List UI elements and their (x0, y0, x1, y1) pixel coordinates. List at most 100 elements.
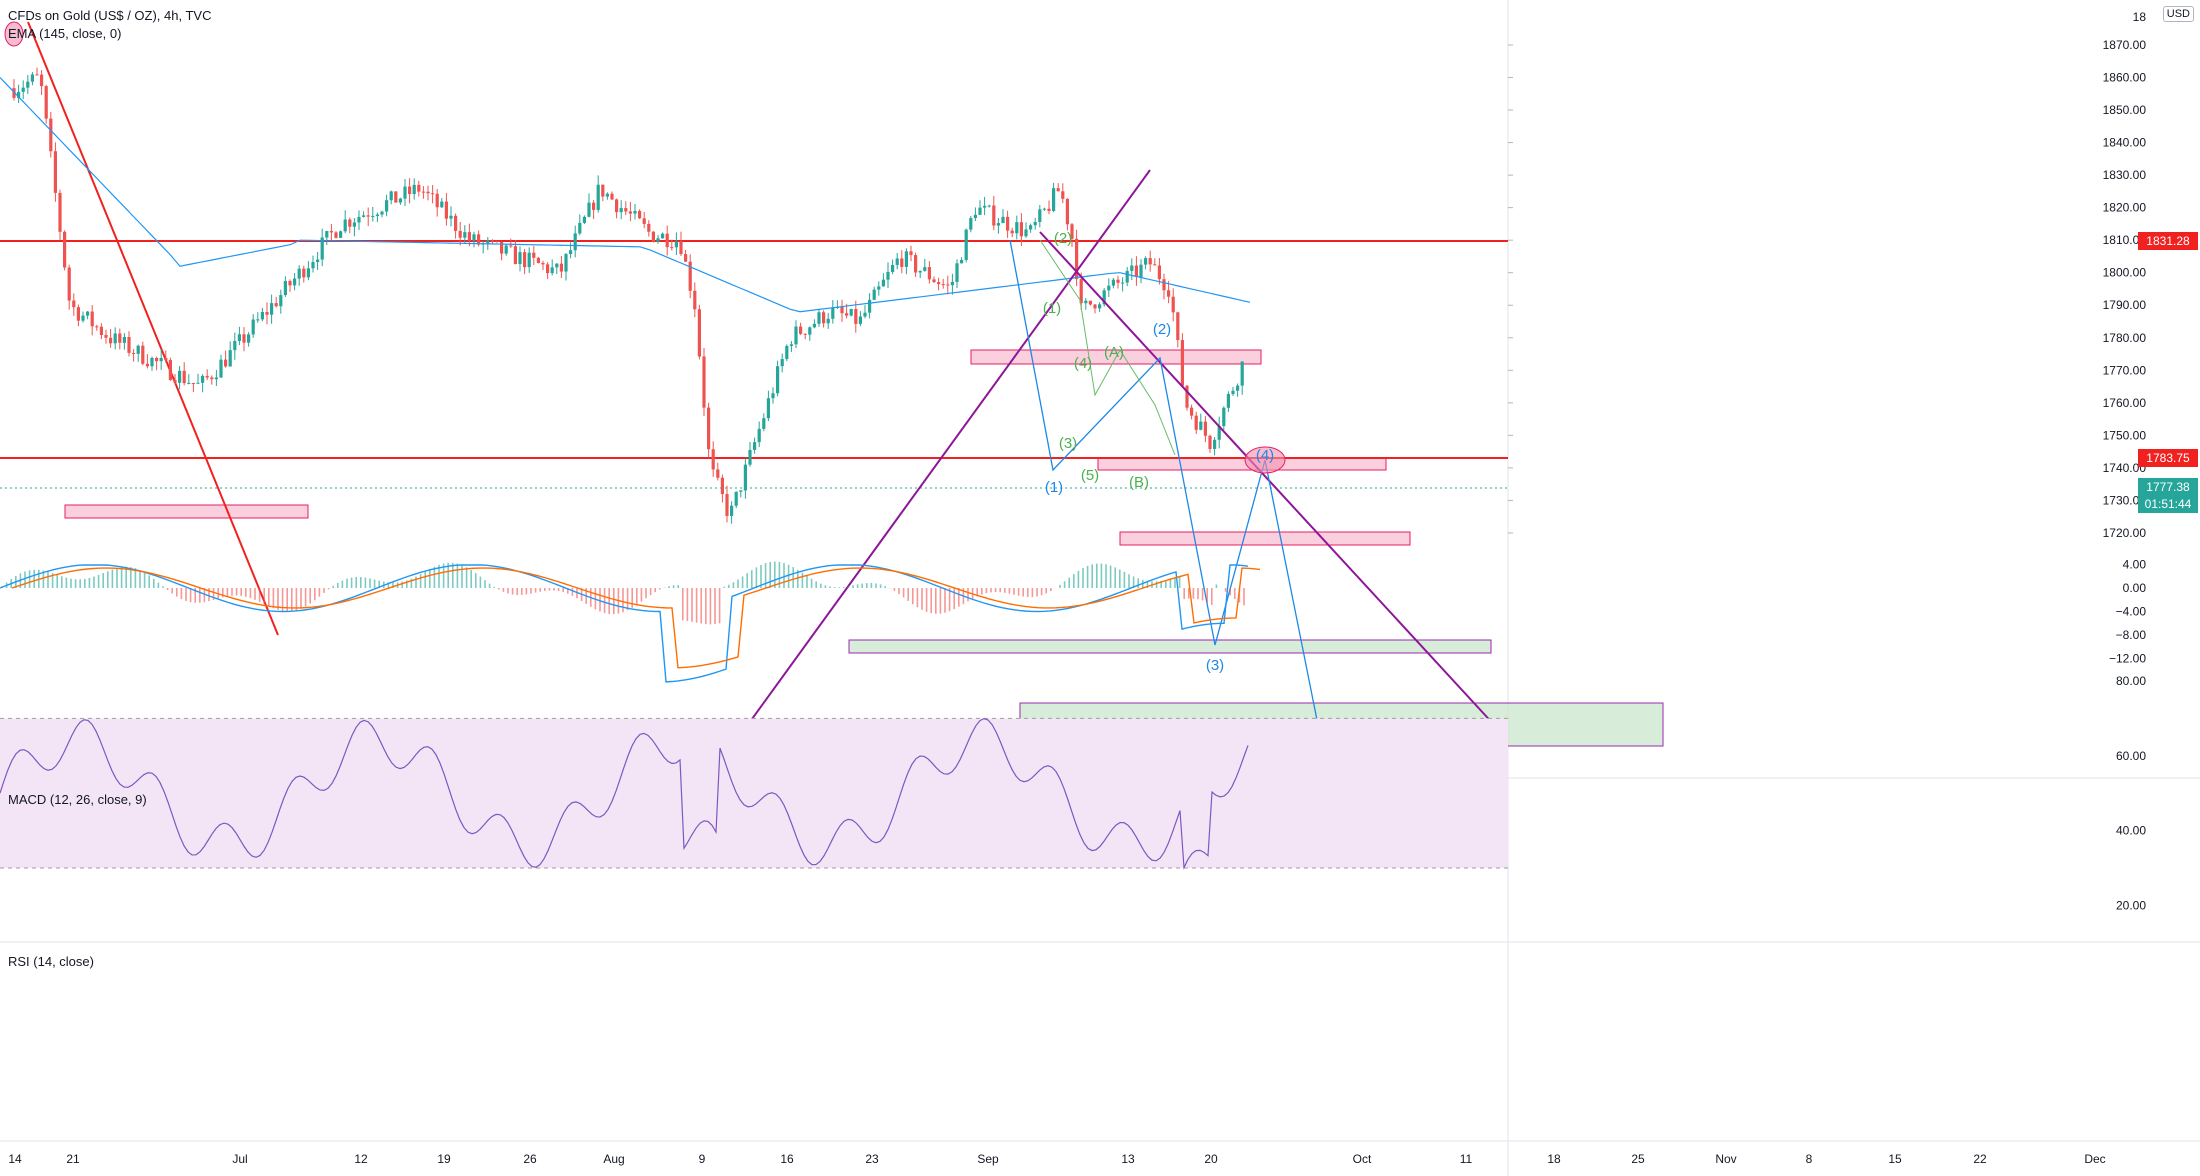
candle-body (992, 205, 996, 226)
candle-body (431, 193, 435, 195)
macd-tick-label: −8.00 (2116, 628, 2147, 642)
candle-body (63, 231, 67, 268)
candle-body (923, 267, 927, 271)
candle-body (288, 280, 292, 286)
wave-label-green: (3) (1059, 435, 1077, 452)
symbol-title[interactable]: CFDs on Gold (US$ / OZ), 4h, TVC (8, 8, 212, 23)
candle-body (1001, 216, 1005, 224)
candle-body (1203, 421, 1207, 436)
candle-body (909, 251, 913, 256)
candle-body (1061, 191, 1065, 199)
candle-body (339, 231, 343, 238)
candle-body (978, 207, 982, 215)
price-tick-label: 1870.00 (2103, 38, 2147, 52)
ema-legend[interactable]: EMA (145, close, 0) (8, 26, 122, 41)
candle-body (707, 407, 711, 450)
wave-label-green: (4) (1074, 355, 1092, 372)
candle-body (311, 262, 315, 269)
candle-body (720, 477, 724, 495)
candle-body (1153, 264, 1157, 266)
candle-body (201, 375, 205, 383)
candle-body (72, 300, 76, 308)
candle-body (375, 214, 379, 217)
candle-body (320, 237, 324, 260)
candle-body (279, 295, 283, 307)
candle-body (569, 250, 573, 255)
candle-body (329, 231, 333, 233)
candle-body (233, 340, 237, 351)
candle-body (716, 469, 720, 478)
candle-body (615, 199, 619, 213)
time-tick-label: 18 (1547, 1152, 1561, 1166)
candle-body (297, 268, 301, 279)
candle-body (343, 219, 347, 232)
candle-body (463, 232, 467, 238)
candle-body (454, 215, 458, 231)
candle-body (118, 333, 122, 343)
candle-body (941, 284, 945, 286)
candle-body (872, 289, 876, 300)
demand-zone (848, 639, 1492, 654)
candle-body (40, 74, 44, 87)
candle-body (12, 88, 16, 98)
rsi-line (0, 717, 1249, 870)
candle-body (647, 223, 651, 232)
candle-body (490, 240, 494, 242)
candle-body (1111, 279, 1115, 286)
candle-body (104, 334, 108, 338)
candle-body (380, 211, 384, 215)
candle-body (1033, 221, 1037, 226)
candle-body (771, 393, 775, 399)
candle-body (946, 284, 950, 286)
candle-body (881, 279, 885, 287)
candle-body (1024, 229, 1028, 237)
wave-4-highlight (1244, 446, 1286, 474)
time-tick-label: 11 (1460, 1152, 1473, 1166)
macd-tick-label: 0.00 (2123, 581, 2147, 595)
candle-body (1236, 385, 1240, 391)
candle-body (638, 210, 642, 219)
candle-body (136, 345, 140, 354)
candle-body (1139, 264, 1143, 277)
candle-body (1171, 296, 1175, 313)
candle-body (421, 191, 425, 193)
candle-body (1208, 435, 1212, 449)
candle-body (224, 359, 228, 367)
candle-body (316, 259, 320, 263)
candle-body (546, 264, 550, 274)
rsi-legend[interactable]: RSI (14, close) (8, 954, 94, 969)
wave-label-blue: (3) (1206, 657, 1224, 674)
candle-body (895, 258, 899, 265)
time-tick-label: 19 (437, 1152, 451, 1166)
wave-label-green: (2) (1054, 230, 1072, 247)
candle-body (628, 211, 632, 214)
wave-label-green: (1) (1043, 300, 1061, 317)
supply-zone (1097, 457, 1387, 471)
candle-body (532, 252, 536, 258)
sub-wave-path (1039, 239, 1176, 456)
candle-body (559, 263, 563, 272)
candle-body (973, 214, 977, 219)
ascending-trendline (714, 169, 1151, 771)
support-price-badge: 1783.75 (2138, 449, 2198, 467)
supply-zone (1119, 531, 1411, 546)
rsi-tick-label: 80.00 (2116, 674, 2146, 688)
macd-tick-label: 4.00 (2123, 558, 2147, 572)
candle-body (1052, 188, 1056, 211)
price-tick-label: 18 (2133, 10, 2147, 24)
candle-body (95, 326, 99, 328)
candle-body (44, 86, 48, 119)
candle-body (748, 449, 752, 465)
candle-body (500, 241, 504, 254)
candle-body (219, 359, 223, 378)
currency-selector[interactable]: USD (2162, 6, 2194, 22)
candle-body (679, 241, 683, 255)
candle-body (1107, 285, 1111, 291)
candle-body (808, 327, 812, 335)
candle-body (624, 208, 628, 212)
time-tick-label: 22 (1973, 1152, 1987, 1166)
candle-body (651, 231, 655, 242)
candle-body (21, 87, 25, 92)
macd-legend[interactable]: MACD (12, 26, close, 9) (8, 792, 147, 807)
